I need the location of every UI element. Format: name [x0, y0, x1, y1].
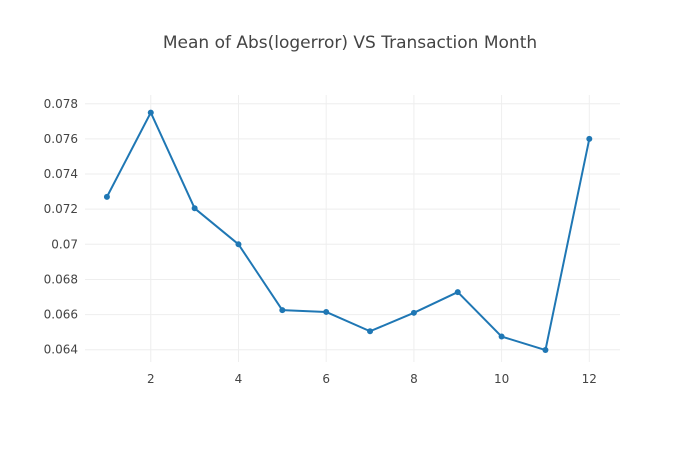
x-tick-label: 10 [494, 372, 509, 386]
data-point[interactable] [367, 328, 374, 335]
x-tick-label: 2 [147, 372, 155, 386]
data-point[interactable] [454, 289, 461, 296]
data-point[interactable] [542, 347, 549, 354]
chart-title: Mean of Abs(logerror) VS Transaction Mon… [162, 33, 538, 53]
x-tick-label: 12 [582, 372, 597, 386]
y-tick-label: 0.066 [44, 308, 78, 322]
data-point[interactable] [410, 309, 417, 316]
data-point[interactable] [103, 193, 110, 200]
x-tick-label: 6 [322, 372, 330, 386]
series-line [106, 111, 591, 352]
grid-lines [85, 95, 620, 362]
data-point[interactable] [586, 135, 593, 142]
y-tick-label: 0.064 [44, 343, 78, 357]
data-point[interactable] [147, 109, 154, 116]
data-point[interactable] [279, 307, 286, 314]
y-tick-label: 0.072 [44, 202, 78, 216]
data-point[interactable] [498, 333, 505, 340]
data-point[interactable] [191, 205, 198, 212]
y-tick-label: 0.076 [44, 132, 78, 146]
x-tick-label: 8 [410, 372, 418, 386]
y-tick-label: 0.068 [44, 272, 78, 286]
y-axis-ticks: 0.064 0.066 0.068 0.07 0.072 0.074 0.076 0.078 [44, 97, 78, 357]
x-tick-label: 4 [235, 372, 243, 386]
series-layer [103, 109, 593, 354]
data-point[interactable] [323, 308, 330, 315]
data-point[interactable] [235, 241, 242, 248]
y-tick-label: 0.078 [44, 97, 78, 111]
y-tick-label: 0.074 [44, 167, 78, 181]
y-tick-label: 0.07 [51, 237, 78, 251]
x-axis-ticks: 2 4 6 8 10 12 [147, 372, 597, 386]
